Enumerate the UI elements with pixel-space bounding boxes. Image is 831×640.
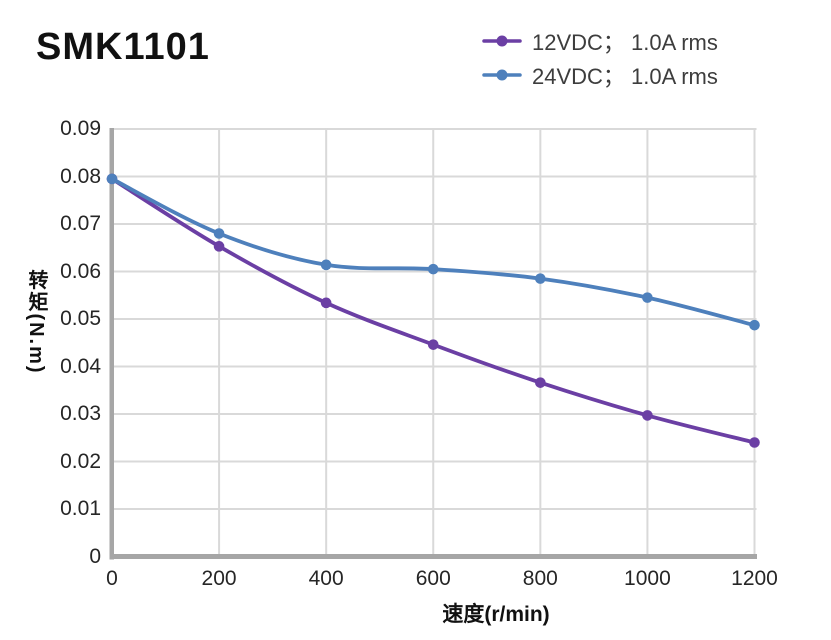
y-tick-label: 0.03 [60, 402, 101, 425]
legend-label-24vdc: 24VDC； 1.0A rms [532, 64, 718, 89]
data-point-marker-24vdc [427, 263, 439, 275]
legend-item-24vdc: 24VDC； 1.0A rms [482, 58, 718, 92]
legend: 12VDC； 1.0A rms 24VDC； 1.0A rms [482, 24, 718, 92]
y-tick-label: 0.08 [60, 164, 101, 188]
data-point-marker-24vdc [535, 273, 546, 284]
y-tick-label: 0.02 [60, 449, 101, 473]
legend-label-12vdc: 12VDC； 1.0A rms [532, 30, 718, 55]
x-tick-label: 0 [106, 567, 118, 590]
x-tick-label: 600 [415, 567, 451, 590]
x-tick-label: 800 [522, 567, 558, 590]
x-axis-line [109, 554, 757, 559]
legend-marker-24vdc-icon [482, 68, 522, 82]
y-tick-label: 0.09 [60, 117, 101, 140]
data-point-marker-24vdc [320, 259, 332, 271]
legend-marker-12vdc-icon [482, 34, 522, 48]
y-tick-label: 0.01 [60, 497, 101, 520]
y-tick-label: 0.07 [60, 212, 101, 235]
data-point-marker-12vdc [320, 297, 332, 309]
data-point-marker-12vdc [535, 377, 546, 388]
data-point-marker-12vdc [642, 410, 653, 421]
x-tick-label: 400 [308, 567, 344, 590]
data-point-marker-24vdc [642, 292, 653, 303]
x-tick-label: 200 [201, 567, 237, 590]
y-axis-title: 转矩(N.m) [25, 269, 47, 375]
x-axis-title: 速度(r/min) [442, 603, 550, 626]
data-point-marker-12vdc [213, 241, 225, 252]
data-point-marker-24vdc [106, 173, 118, 185]
y-tick-label: 0.04 [60, 354, 101, 378]
data-point-marker-12vdc [427, 339, 439, 350]
chart-title: SMK1101 [36, 26, 210, 68]
data-point-marker-24vdc [213, 228, 225, 239]
data-point-marker-24vdc [749, 319, 760, 331]
data-point-marker-12vdc [749, 437, 760, 448]
y-tick-label: 0.05 [60, 307, 101, 330]
y-tick-label: 0.06 [60, 259, 101, 283]
legend-item-12vdc: 12VDC； 1.0A rms [482, 24, 718, 58]
y-axis-line [109, 128, 114, 560]
x-tick-label: 1200 [731, 567, 778, 590]
y-tick-label: 0 [89, 544, 101, 568]
x-tick-label: 1000 [624, 567, 671, 590]
